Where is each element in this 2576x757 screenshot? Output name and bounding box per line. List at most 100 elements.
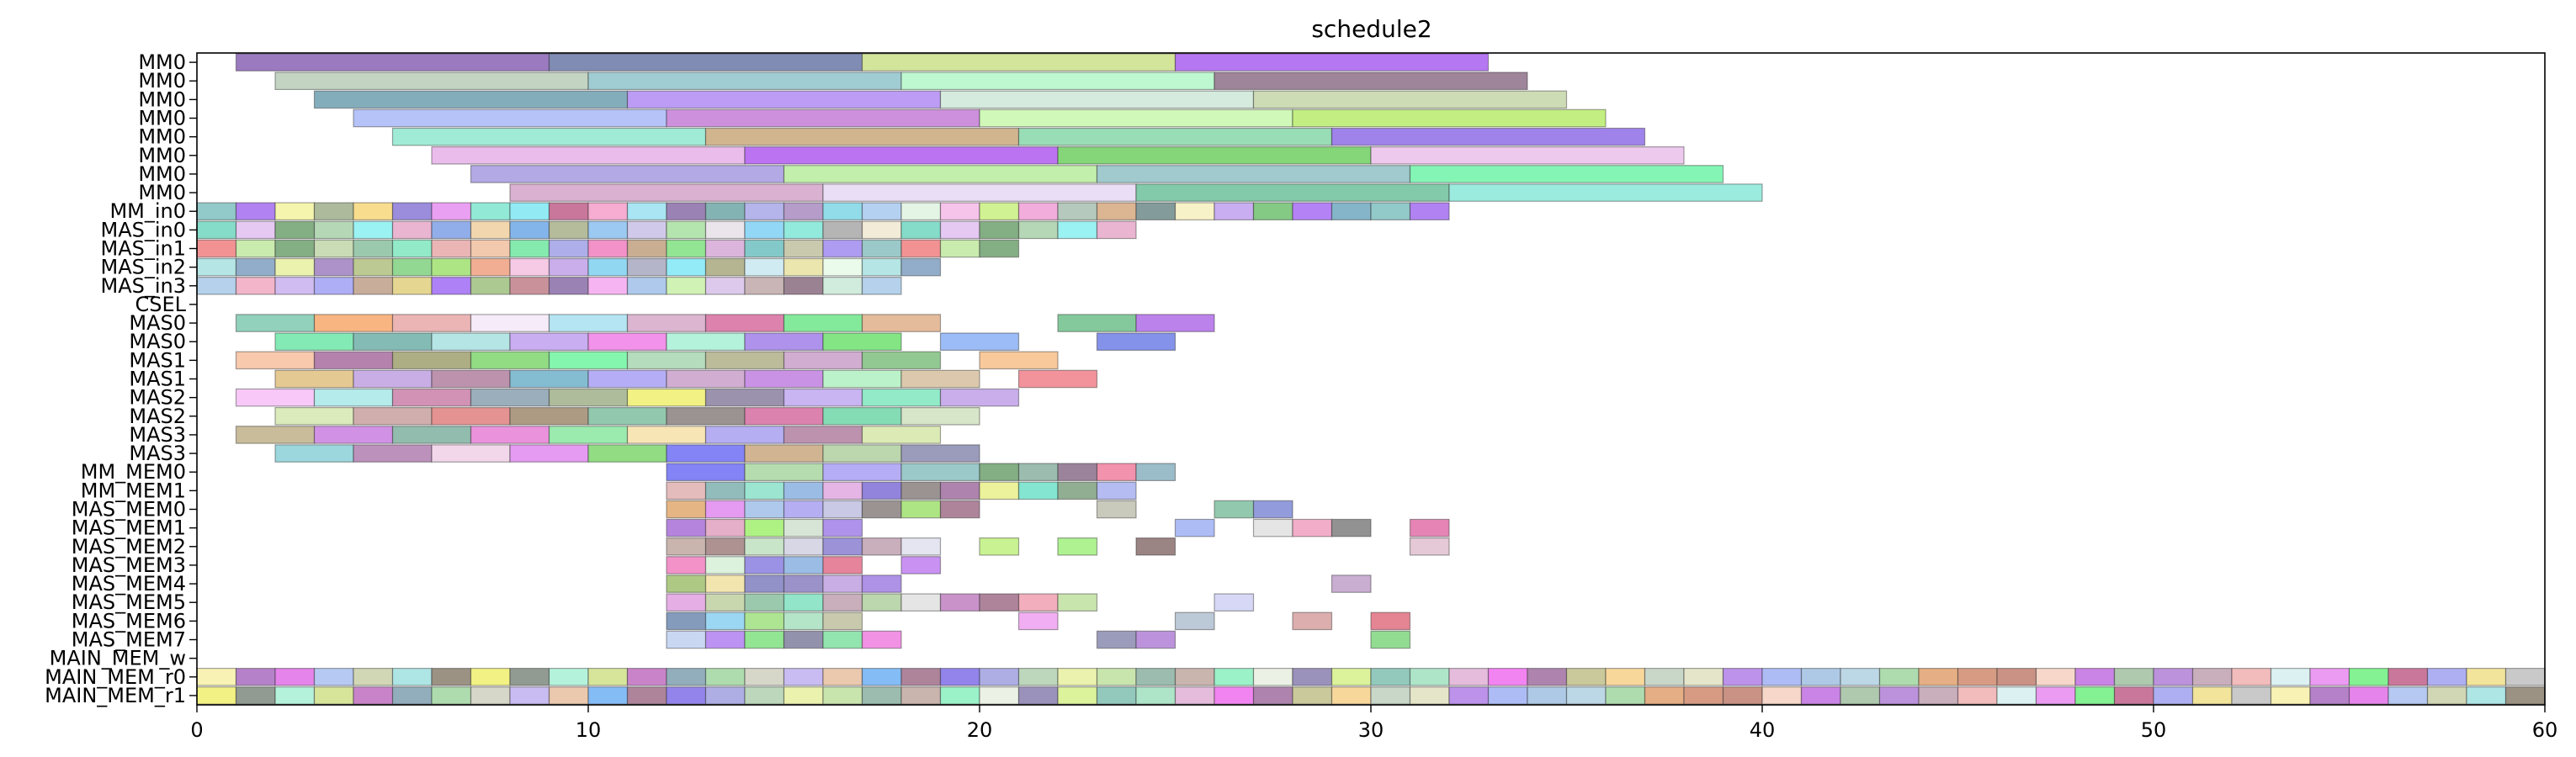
task-bar-row34-29 [1330,686,1372,705]
task-bar-row34-43 [1878,686,1920,705]
task-bar-row9-8 [509,220,550,240]
task-bar-row12-15 [783,277,824,295]
task-bar-row27-0 [666,556,707,574]
task-bar-row25-5 [1174,518,1215,537]
task-bar-row1-6 [900,71,1215,91]
task-bar-row24-1 [704,500,746,519]
task-bar-row16-1 [313,351,394,370]
task-bar-row33-6 [431,667,472,686]
y-tick-label: MAS_in0 [100,218,186,241]
task-bar-row17-5 [666,369,746,389]
y-tick-label: MAS_MEM3 [72,553,186,577]
y-axis-ticks: MM0MM0MM0MM0MM0MM0MM0MM0MM_in0MAS_in0MAS… [45,50,197,707]
task-bar-row34-56 [2387,686,2429,705]
task-bar-row34-54 [2309,686,2350,705]
task-bar-row19-2 [431,407,511,426]
task-bar-row17-3 [509,369,589,389]
task-bar-row24-5 [861,500,902,519]
task-bar-row9-15 [783,220,824,240]
task-bar-row33-36 [1605,667,1646,686]
task-bar-row26-9 [1135,537,1176,556]
task-bar-row23-0 [666,481,707,500]
task-bar-row22-4 [979,463,1020,481]
task-bar-row11-5 [391,257,433,277]
y-tick-label: MM0 [138,87,186,111]
task-bar-row33-57 [2426,667,2467,686]
task-bar-row11-13 [704,257,746,277]
task-bar-row23-2 [744,481,785,500]
task-bar-row33-42 [1840,667,1881,686]
task-bar-row33-17 [861,667,902,686]
task-bar-row9-18 [900,220,942,240]
task-bar-row9-2 [274,220,316,240]
task-bar-row10-3 [313,239,354,258]
task-bar-row4-18 [1017,127,1333,146]
task-bar-row21-2 [431,444,511,463]
task-bar-row12-12 [666,277,707,295]
y-tick-label: MAS_MEM1 [72,516,186,540]
task-bar-row12-5 [391,277,433,295]
task-bar-row34-49 [2113,686,2154,705]
task-bar-row34-15 [783,686,824,705]
task-bar-row11-10 [587,257,629,277]
y-tick-label: MAS_MEM7 [72,628,186,652]
y-tick-label: MM0 [138,50,186,74]
task-bar-row16-7 [783,351,863,370]
y-tick-label: MAS1 [129,368,186,391]
task-bar-row34-27 [1252,686,1293,705]
task-bar-row34-35 [1565,686,1607,705]
task-bar-row34-57 [2426,686,2467,705]
task-bar-row33-21 [1017,667,1059,686]
task-bar-row9-20 [979,220,1020,240]
task-bar-row1-5 [587,71,902,91]
task-bar-row11-1 [235,257,276,277]
task-bar-row19-0 [274,407,354,426]
task-bar-row33-41 [1800,667,1841,686]
task-bar-row12-14 [744,277,785,295]
task-bar-row31-1 [704,630,746,649]
task-bar-row10-2 [274,239,316,258]
task-bar-row12-3 [313,277,354,295]
task-bar-row21-3 [509,444,589,463]
task-bar-row10-6 [431,239,472,258]
task-bar-row24-10 [1252,500,1293,519]
task-bar-row8-15 [783,202,824,220]
y-tick-label: MAS_in2 [100,256,186,279]
task-bar-row33-43 [1878,667,1920,686]
task-bar-row9-5 [391,220,433,240]
task-bar-row23-11 [1096,481,1137,500]
task-bar-row33-35 [1565,667,1607,686]
task-bar-row34-16 [822,686,863,705]
task-bar-row22-3 [900,463,980,481]
task-bar-row24-4 [822,500,863,519]
task-bar-row12-9 [548,277,589,295]
task-bar-row33-22 [1057,667,1098,686]
task-bar-row7-28 [509,183,824,202]
task-bar-row33-27 [1252,667,1293,686]
task-bar-row34-26 [1214,686,1255,705]
task-bar-row12-4 [353,277,394,295]
task-bar-row34-24 [1135,686,1176,705]
x-tick-label: 60 [2532,718,2558,742]
task-bar-row18-9 [939,388,1020,407]
task-bar-row27-2 [744,556,785,574]
task-bar-row6-27 [1409,165,1724,183]
task-bar-row8-4 [353,202,394,220]
task-bar-row12-10 [587,277,629,295]
task-bar-row33-50 [2153,667,2194,686]
task-bar-row8-27 [1252,202,1293,220]
task-bar-row15-4 [587,332,667,351]
task-bar-row16-0 [235,351,316,370]
task-bar-row34-34 [1527,686,1568,705]
task-bar-row20-3 [470,426,550,444]
task-bar-row19-5 [666,407,746,426]
task-bar-row33-47 [2035,667,2076,686]
task-bar-row34-46 [1996,686,2037,705]
task-bar-row9-4 [353,220,394,240]
task-bar-row15-5 [666,332,746,351]
task-bar-row14-2 [391,314,472,332]
task-bar-row14-1 [313,314,394,332]
task-bar-row17-2 [431,369,511,389]
task-bar-row11-3 [313,257,354,277]
